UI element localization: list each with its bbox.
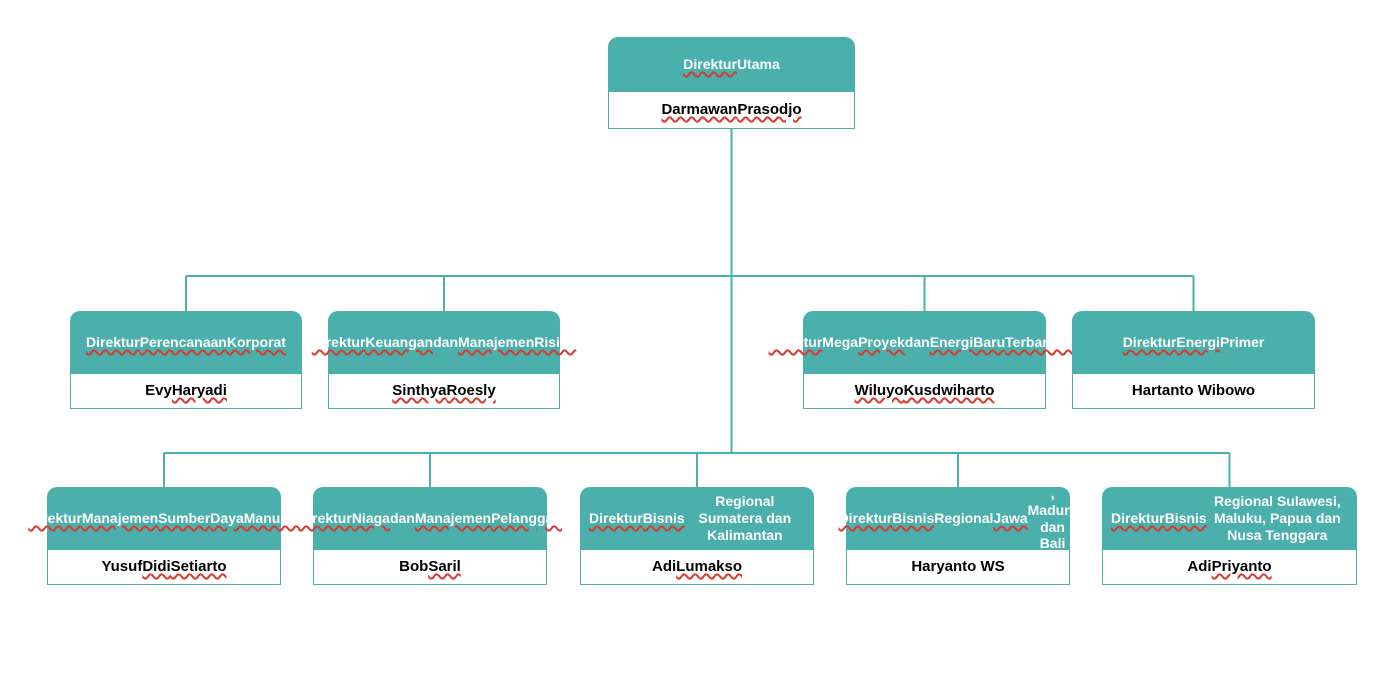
org-node-name: Evy Haryadi — [70, 373, 302, 409]
org-node-n1: Direktur Perencanaan KorporatEvy Haryadi — [70, 311, 302, 409]
org-node-name: Bob Saril — [313, 549, 547, 585]
org-node-name: Wiluyo Kusdwiharto — [803, 373, 1046, 409]
org-node-title: Direktur Utama — [608, 37, 855, 91]
org-node-title: Direktur Mega Proyek dan Energi Baru Ter… — [803, 311, 1046, 373]
org-node-title: Direktur Bisnis Regional Jawa, Madura da… — [846, 487, 1070, 549]
org-node-title: Direktur Niaga dan Manajemen Pelanggan — [313, 487, 547, 549]
org-node-root: Direktur UtamaDarmawan Prasodjo — [608, 37, 855, 129]
org-node-name: Darmawan Prasodjo — [608, 91, 855, 129]
org-node-title: Direktur Bisnis Regional Sulawesi, Maluk… — [1102, 487, 1357, 549]
org-node-name: Adi Priyanto — [1102, 549, 1357, 585]
org-node-title: Direktur Manajemen Sumber Daya Manusia — [47, 487, 281, 549]
org-node-title: Direktur Keuangan dan Manajemen Risiko — [328, 311, 560, 373]
org-node-n6: Direktur Niaga dan Manajemen PelangganBo… — [313, 487, 547, 585]
org-node-name: Adi Lumakso — [580, 549, 814, 585]
org-node-n4: Direktur Energi PrimerHartanto Wibowo — [1072, 311, 1315, 409]
org-node-n2: Direktur Keuangan dan Manajemen RisikoSi… — [328, 311, 560, 409]
org-node-title: Direktur Energi Primer — [1072, 311, 1315, 373]
org-node-name: Yusuf Didi Setiarto — [47, 549, 281, 585]
org-node-name: Hartanto Wibowo — [1072, 373, 1315, 409]
org-node-n8: Direktur Bisnis Regional Jawa, Madura da… — [846, 487, 1070, 585]
org-node-name: Sinthya Roesly — [328, 373, 560, 409]
org-node-n5: Direktur Manajemen Sumber Daya ManusiaYu… — [47, 487, 281, 585]
org-node-name: Haryanto WS — [846, 549, 1070, 585]
org-node-title: Direktur Bisnis Regional Sumatera dan Ka… — [580, 487, 814, 549]
org-node-n9: Direktur Bisnis Regional Sulawesi, Maluk… — [1102, 487, 1357, 585]
org-node-n7: Direktur Bisnis Regional Sumatera dan Ka… — [580, 487, 814, 585]
org-node-title: Direktur Perencanaan Korporat — [70, 311, 302, 373]
org-node-n3: Direktur Mega Proyek dan Energi Baru Ter… — [803, 311, 1046, 409]
org-chart-canvas: Direktur UtamaDarmawan PrasodjoDirektur … — [0, 0, 1383, 694]
